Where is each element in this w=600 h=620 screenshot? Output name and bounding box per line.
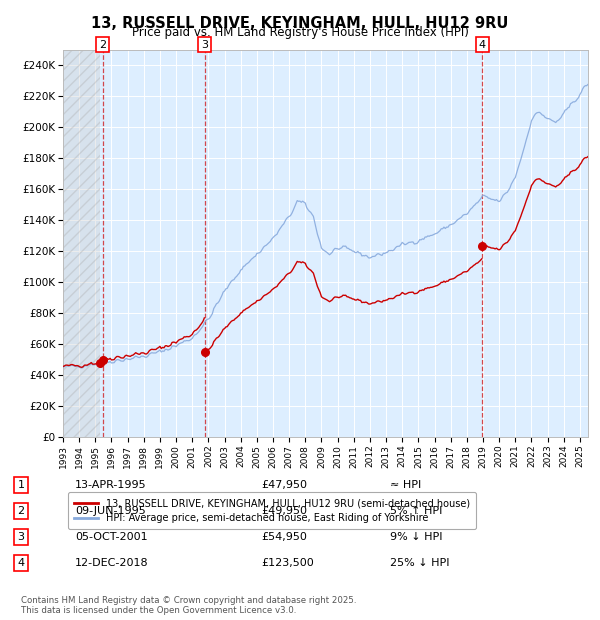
Text: £54,950: £54,950 <box>261 532 307 542</box>
Text: ≈ HPI: ≈ HPI <box>390 480 421 490</box>
Text: 5% ↑ HPI: 5% ↑ HPI <box>390 506 442 516</box>
Text: 3: 3 <box>201 40 208 50</box>
Text: 1: 1 <box>17 480 25 490</box>
Text: 9% ↓ HPI: 9% ↓ HPI <box>390 532 443 542</box>
Text: Contains HM Land Registry data © Crown copyright and database right 2025.
This d: Contains HM Land Registry data © Crown c… <box>21 596 356 615</box>
Text: 2: 2 <box>17 506 25 516</box>
Text: 4: 4 <box>17 558 25 568</box>
Text: 12-DEC-2018: 12-DEC-2018 <box>75 558 149 568</box>
Text: 4: 4 <box>479 40 486 50</box>
Legend: 13, RUSSELL DRIVE, KEYINGHAM, HULL, HU12 9RU (semi-detached house), HPI: Average: 13, RUSSELL DRIVE, KEYINGHAM, HULL, HU12… <box>68 492 476 529</box>
Bar <box>63 50 100 437</box>
Text: 25% ↓ HPI: 25% ↓ HPI <box>390 558 449 568</box>
Text: £47,950: £47,950 <box>261 480 307 490</box>
Text: Price paid vs. HM Land Registry's House Price Index (HPI): Price paid vs. HM Land Registry's House … <box>131 26 469 39</box>
Text: 3: 3 <box>17 532 25 542</box>
Text: 13-APR-1995: 13-APR-1995 <box>75 480 146 490</box>
Text: 2: 2 <box>99 40 106 50</box>
Text: 13, RUSSELL DRIVE, KEYINGHAM, HULL, HU12 9RU: 13, RUSSELL DRIVE, KEYINGHAM, HULL, HU12… <box>91 16 509 30</box>
Text: £49,950: £49,950 <box>261 506 307 516</box>
Text: 05-OCT-2001: 05-OCT-2001 <box>75 532 148 542</box>
Text: 09-JUN-1995: 09-JUN-1995 <box>75 506 146 516</box>
Text: £123,500: £123,500 <box>261 558 314 568</box>
